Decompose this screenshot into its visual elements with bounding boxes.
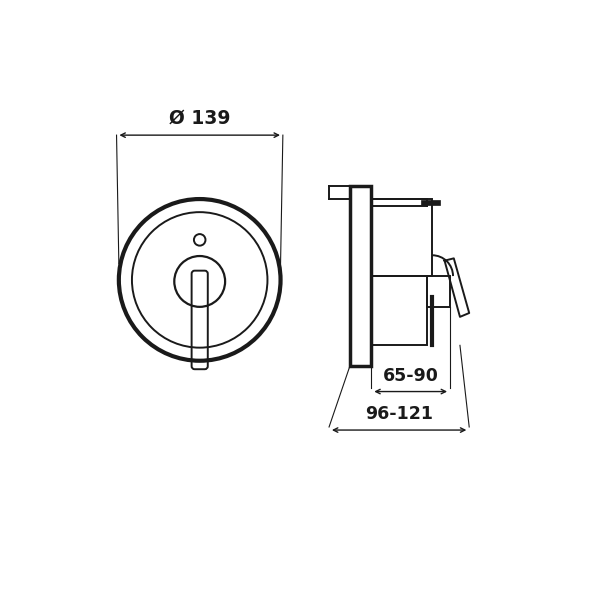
Bar xyxy=(421,200,440,205)
Text: 96-121: 96-121 xyxy=(365,405,433,423)
Bar xyxy=(371,199,432,276)
Bar xyxy=(350,186,371,366)
Bar xyxy=(371,276,427,346)
Text: Ø 139: Ø 139 xyxy=(169,109,230,127)
Text: 65-90: 65-90 xyxy=(383,367,439,385)
Bar xyxy=(427,276,450,307)
